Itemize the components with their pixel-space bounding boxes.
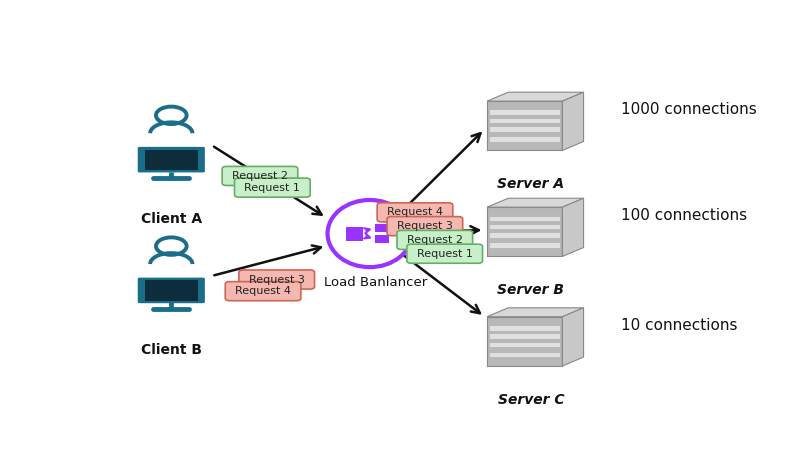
Polygon shape	[490, 335, 560, 339]
Text: Server B: Server B	[498, 283, 565, 297]
Polygon shape	[490, 127, 560, 132]
Polygon shape	[490, 225, 560, 230]
FancyBboxPatch shape	[145, 280, 198, 301]
Text: Request 4: Request 4	[235, 286, 291, 296]
Polygon shape	[487, 92, 583, 101]
FancyBboxPatch shape	[387, 217, 462, 235]
Text: Request 1: Request 1	[245, 183, 300, 193]
FancyBboxPatch shape	[136, 146, 206, 174]
Text: Request 2: Request 2	[232, 171, 288, 181]
Polygon shape	[562, 308, 583, 366]
Polygon shape	[487, 198, 583, 207]
FancyBboxPatch shape	[375, 235, 389, 243]
Polygon shape	[490, 353, 560, 357]
Polygon shape	[487, 207, 562, 257]
Text: Request 3: Request 3	[249, 274, 305, 285]
Text: Client A: Client A	[141, 213, 202, 226]
FancyBboxPatch shape	[234, 178, 310, 197]
FancyBboxPatch shape	[346, 227, 363, 241]
FancyBboxPatch shape	[397, 230, 473, 249]
Polygon shape	[562, 198, 583, 257]
Polygon shape	[490, 243, 560, 247]
Text: 1000 connections: 1000 connections	[621, 102, 757, 118]
Polygon shape	[490, 343, 560, 347]
Polygon shape	[487, 308, 583, 317]
Polygon shape	[562, 92, 583, 151]
Polygon shape	[490, 119, 560, 123]
Text: Client B: Client B	[141, 343, 202, 357]
Polygon shape	[490, 217, 560, 221]
Text: Request 1: Request 1	[417, 249, 473, 259]
Text: Request 4: Request 4	[387, 207, 443, 218]
FancyBboxPatch shape	[222, 167, 298, 185]
FancyBboxPatch shape	[377, 203, 453, 222]
Text: Server A: Server A	[498, 177, 565, 191]
Polygon shape	[487, 101, 562, 151]
Polygon shape	[490, 111, 560, 115]
Polygon shape	[490, 233, 560, 238]
Text: 100 connections: 100 connections	[621, 208, 747, 224]
Text: Load Banlancer: Load Banlancer	[324, 276, 427, 289]
Text: Server C: Server C	[498, 392, 564, 407]
FancyBboxPatch shape	[226, 282, 301, 301]
Text: 10 connections: 10 connections	[621, 318, 738, 333]
FancyBboxPatch shape	[145, 150, 198, 170]
FancyBboxPatch shape	[375, 224, 389, 232]
Text: Request 3: Request 3	[397, 221, 453, 231]
FancyBboxPatch shape	[407, 244, 482, 263]
Polygon shape	[490, 137, 560, 141]
FancyBboxPatch shape	[239, 270, 314, 289]
Polygon shape	[490, 326, 560, 330]
Polygon shape	[487, 317, 562, 366]
Text: Request 2: Request 2	[407, 235, 462, 245]
Ellipse shape	[327, 200, 412, 267]
FancyBboxPatch shape	[136, 276, 206, 305]
